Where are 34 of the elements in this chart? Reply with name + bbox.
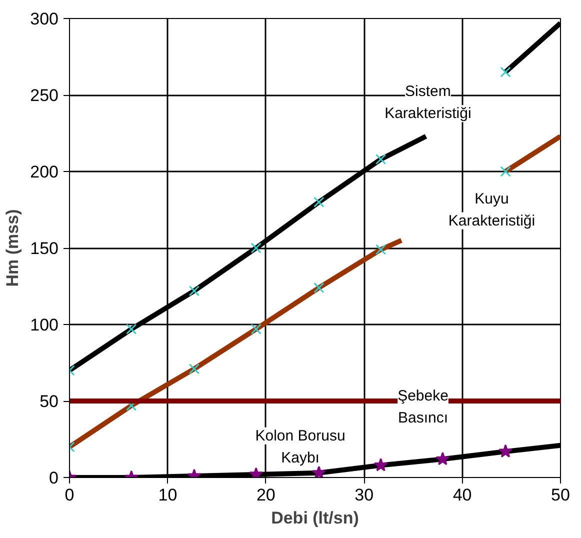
y-tick-label: 50 (40, 392, 59, 411)
y-axis-title: Hm (mss) (3, 209, 22, 287)
y-tick-label: 250 (30, 86, 59, 105)
point (314, 196, 324, 208)
y-tick-label: 300 (30, 10, 59, 28)
point (188, 364, 200, 374)
point (250, 242, 262, 254)
point (374, 458, 388, 472)
y-tick-label: 150 (30, 239, 59, 258)
series-label: Kolon Borusu Kaybı (255, 427, 346, 466)
text: Sistem Karakteristiği (384, 83, 472, 122)
x-tick-label: 30 (354, 486, 374, 504)
x-tick-label: 10 (158, 486, 178, 504)
x-axis-title: Debi (lt/sn) (271, 508, 359, 528)
x-tick-label: 50 (551, 486, 570, 504)
x-tick-label: 0 (64, 486, 74, 504)
point (375, 244, 386, 255)
point (250, 324, 262, 334)
point (436, 452, 450, 466)
point (375, 154, 386, 165)
point (314, 282, 324, 294)
y-tick-label: 100 (30, 316, 59, 334)
y-tick-label: 200 (30, 162, 59, 182)
x-tick-label: 40 (452, 486, 472, 504)
x-tick-label: 20 (256, 486, 276, 504)
point (188, 285, 200, 296)
text: Kuyu Karakteristiği (448, 190, 536, 230)
y-tick-label: 0 (49, 468, 59, 488)
point (500, 66, 511, 78)
point (498, 444, 512, 458)
point (126, 324, 137, 334)
point (312, 466, 326, 478)
series-label: Şebeke Basıncı (398, 388, 448, 427)
point (500, 166, 511, 177)
